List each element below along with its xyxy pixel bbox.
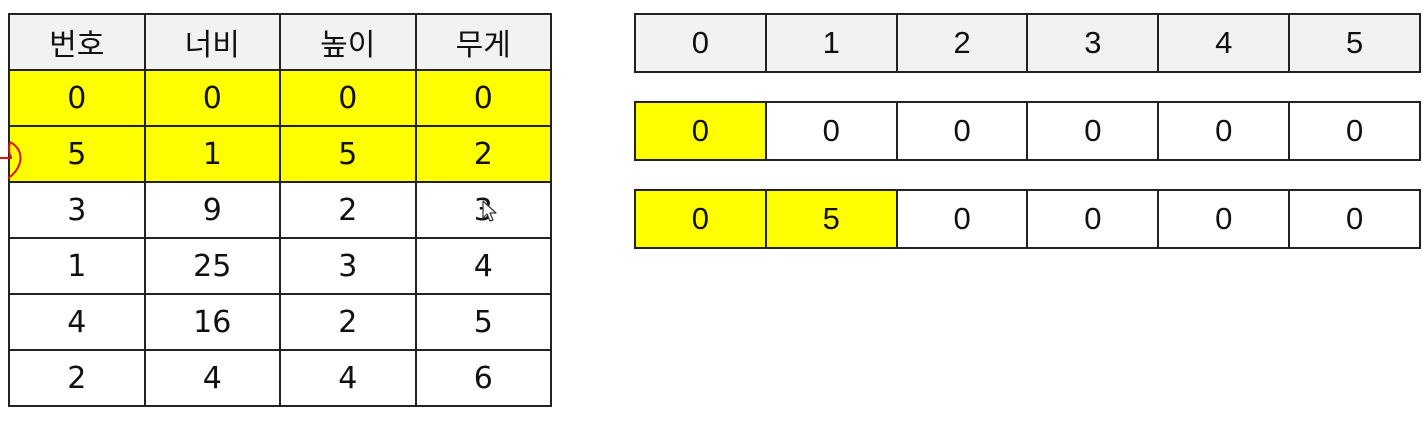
table-cell: 0 bbox=[8, 69, 146, 127]
table-header-row: 번호 너비 높이 무게 bbox=[8, 13, 552, 71]
dp-cell: 0 bbox=[895, 189, 1029, 249]
table-cell: 5 bbox=[8, 125, 146, 183]
table-row: 0 0 0 0 bbox=[8, 69, 552, 127]
dp-array-row: 0 0 0 0 0 0 bbox=[634, 101, 1421, 161]
table-row: 5 1 5 2 bbox=[8, 125, 552, 183]
table-cell: 3 bbox=[8, 181, 146, 239]
table-cell: 0 bbox=[279, 69, 417, 127]
table-cell: 0 bbox=[143, 69, 281, 127]
dp-cell: 5 bbox=[764, 189, 898, 249]
dp-cell: 0 bbox=[1026, 189, 1160, 249]
index-cell: 2 bbox=[895, 13, 1029, 73]
mouse-pointer-icon bbox=[482, 200, 497, 222]
table-cell: 4 bbox=[8, 293, 146, 351]
table-cell: 5 bbox=[279, 125, 417, 183]
dp-cell: 0 bbox=[1157, 101, 1291, 161]
table-cell: 2 bbox=[279, 181, 417, 239]
table-cell: 2 bbox=[279, 293, 417, 351]
table-cell: 4 bbox=[279, 349, 417, 407]
table-cell: 2 bbox=[8, 349, 146, 407]
table-cell: 16 bbox=[143, 293, 281, 351]
table-cell: 4 bbox=[143, 349, 281, 407]
table-cell: 3 bbox=[279, 237, 417, 295]
table-cell: 4 bbox=[414, 237, 552, 295]
table-cell: 0 bbox=[414, 69, 552, 127]
index-cell: 3 bbox=[1026, 13, 1160, 73]
table-cell: 1 bbox=[8, 237, 146, 295]
dp-cell: 0 bbox=[895, 101, 1029, 161]
table-row: 1 25 3 4 bbox=[8, 237, 552, 295]
dp-cell: 0 bbox=[764, 101, 898, 161]
dp-cell: 0 bbox=[634, 189, 767, 249]
table-row: 3 9 2 3 bbox=[8, 181, 552, 239]
dp-array-row: 0 5 0 0 0 0 bbox=[634, 189, 1421, 249]
dp-cell: 0 bbox=[1288, 189, 1421, 249]
table-cell: 25 bbox=[143, 237, 281, 295]
dp-cell: 0 bbox=[1288, 101, 1421, 161]
header-cell-width: 너비 bbox=[143, 13, 281, 71]
dp-cell: 0 bbox=[1026, 101, 1160, 161]
index-cell: 1 bbox=[764, 13, 898, 73]
table-row: 4 16 2 5 bbox=[8, 293, 552, 351]
table-cell: 5 bbox=[414, 293, 552, 351]
table-cell: 1 bbox=[143, 125, 281, 183]
table-row: 2 4 4 6 bbox=[8, 349, 552, 407]
index-cell: 0 bbox=[634, 13, 767, 73]
table-cell: 9 bbox=[143, 181, 281, 239]
header-cell-weight: 무게 bbox=[414, 13, 552, 71]
header-cell-number: 번호 bbox=[8, 13, 146, 71]
index-cell: 5 bbox=[1288, 13, 1421, 73]
dp-index-row: 0 1 2 3 4 5 bbox=[634, 13, 1421, 73]
dp-cell: 0 bbox=[634, 101, 767, 161]
table-cell: 6 bbox=[414, 349, 552, 407]
item-table: 번호 너비 높이 무게 0 0 0 0 5 1 5 2 3 9 2 3 1 25… bbox=[8, 13, 552, 407]
dp-cell: 0 bbox=[1157, 189, 1291, 249]
index-cell: 4 bbox=[1157, 13, 1291, 73]
table-cell: 2 bbox=[414, 125, 552, 183]
red-pointer-mark-icon bbox=[0, 141, 22, 179]
header-cell-height: 높이 bbox=[279, 13, 417, 71]
